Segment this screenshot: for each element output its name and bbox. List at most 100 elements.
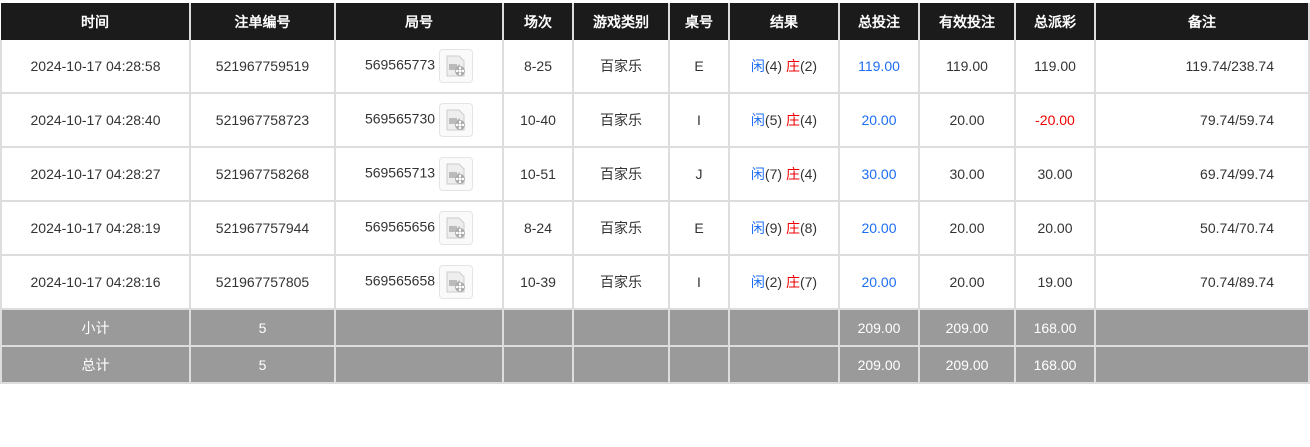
bet-id-cell: 521967757944 <box>189 201 336 256</box>
valid-bet-cell: 20.00 <box>918 201 1016 256</box>
table-row: 2024-10-17 04:28:27 521967758268 5695657… <box>0 147 1310 202</box>
player-label: 闲 <box>750 274 765 290</box>
session-cell: 8-25 <box>502 40 574 94</box>
banker-label: 庄 <box>785 274 800 290</box>
game-type-cell: 百家乐 <box>572 147 670 202</box>
total-bet-cell: 30.00 <box>838 147 920 202</box>
result-cell: 闲(9) 庄(8) <box>728 201 840 256</box>
game-type-cell: 百家乐 <box>572 40 670 94</box>
game-type-cell: 百家乐 <box>572 255 670 310</box>
player-label: 闲 <box>750 166 765 182</box>
round-number: 569565773 <box>364 56 436 73</box>
time-cell: 2024-10-17 04:28:19 <box>0 201 191 256</box>
summary-total-bet: 209.00 <box>838 346 920 384</box>
summary-row: 小计 5 209.00 209.00 168.00 <box>0 309 1310 347</box>
valid-bet-cell: 20.00 <box>918 255 1016 310</box>
banker-label: 庄 <box>785 58 800 74</box>
valid-bet-cell: 30.00 <box>918 147 1016 202</box>
summary-label: 小计 <box>0 309 191 347</box>
valid-bet-cell: 20.00 <box>918 93 1016 148</box>
player-label: 闲 <box>750 112 765 128</box>
table-no-cell: I <box>668 93 730 148</box>
round-cell: 569565658 <box>334 255 504 310</box>
table-no-cell: E <box>668 201 730 256</box>
round-number: 569565730 <box>364 110 436 127</box>
remark-cell: 50.74/70.74 <box>1094 201 1310 256</box>
bet-id-cell: 521967759519 <box>189 40 336 94</box>
table-row: 2024-10-17 04:28:19 521967757944 5695656… <box>0 201 1310 256</box>
header-payout: 总派彩 <box>1015 3 1096 40</box>
header-bet-id: 注单编号 <box>190 3 336 40</box>
bet-id-cell: 521967757805 <box>189 255 336 310</box>
total-bet-cell: 20.00 <box>838 255 920 310</box>
banker-points: (8) <box>799 220 818 236</box>
banker-label: 庄 <box>785 220 800 236</box>
result-cell: 闲(5) 庄(4) <box>728 93 840 148</box>
total-bet-cell: 119.00 <box>838 40 920 94</box>
banker-label: 庄 <box>785 112 800 128</box>
video-replay-icon[interactable] <box>439 49 474 83</box>
header-result: 结果 <box>729 3 840 40</box>
video-replay-icon[interactable] <box>439 211 474 245</box>
round-cell: 569565773 <box>334 40 504 94</box>
bet-records-table: 时间 注单编号 局号 场次 游戏类别 桌号 结果 总投注 有效投注 总派彩 备注 2024-10-1… <box>0 3 1310 384</box>
result-cell: 闲(4) 庄(2) <box>728 40 840 94</box>
player-points: (5) <box>764 112 783 128</box>
summary-valid-bet: 209.00 <box>918 309 1016 347</box>
bet-id-cell: 521967758268 <box>189 147 336 202</box>
round-number: 569565713 <box>364 164 436 181</box>
header-session: 场次 <box>503 3 574 40</box>
table-row: 2024-10-17 04:28:40 521967758723 5695657… <box>0 93 1310 148</box>
table-row: 2024-10-17 04:28:16 521967757805 5695656… <box>0 255 1310 310</box>
session-cell: 10-40 <box>502 93 574 148</box>
summary-row: 总计 5 209.00 209.00 168.00 <box>0 346 1310 384</box>
player-label: 闲 <box>750 58 765 74</box>
round-cell: 569565656 <box>334 201 504 256</box>
table-header: 时间 注单编号 局号 场次 游戏类别 桌号 结果 总投注 有效投注 总派彩 备注 <box>1 3 1310 40</box>
remark-cell: 70.74/89.74 <box>1094 255 1310 310</box>
payout-cell: 20.00 <box>1014 201 1096 256</box>
player-points: (9) <box>764 220 783 236</box>
banker-points: (4) <box>799 166 818 182</box>
total-bet-cell: 20.00 <box>838 93 920 148</box>
header-table-no: 桌号 <box>669 3 730 40</box>
time-cell: 2024-10-17 04:28:58 <box>0 40 191 94</box>
result-cell: 闲(2) 庄(7) <box>728 255 840 310</box>
summary-payout: 168.00 <box>1014 346 1096 384</box>
header-time: 时间 <box>1 3 191 40</box>
remark-cell: 79.74/59.74 <box>1094 93 1310 148</box>
player-points: (7) <box>764 166 783 182</box>
table-no-cell: E <box>668 40 730 94</box>
time-cell: 2024-10-17 04:28:40 <box>0 93 191 148</box>
bet-id-cell: 521967758723 <box>189 93 336 148</box>
summary-total-bet: 209.00 <box>838 309 920 347</box>
payout-cell: 19.00 <box>1014 255 1096 310</box>
summary-payout: 168.00 <box>1014 309 1096 347</box>
video-replay-icon[interactable] <box>439 103 474 137</box>
round-number: 569565656 <box>364 218 436 235</box>
video-replay-icon[interactable] <box>439 157 474 191</box>
round-cell: 569565713 <box>334 147 504 202</box>
payout-cell: 30.00 <box>1014 147 1096 202</box>
table-no-cell: I <box>668 255 730 310</box>
game-type-cell: 百家乐 <box>572 201 670 256</box>
banker-label: 庄 <box>785 166 800 182</box>
player-points: (4) <box>764 58 783 74</box>
payout-cell: 119.00 <box>1014 40 1096 94</box>
summary-count: 5 <box>189 346 336 384</box>
header-round: 局号 <box>335 3 504 40</box>
time-cell: 2024-10-17 04:28:27 <box>0 147 191 202</box>
banker-points: (2) <box>799 58 818 74</box>
game-type-cell: 百家乐 <box>572 93 670 148</box>
table-no-cell: J <box>668 147 730 202</box>
video-replay-icon[interactable] <box>439 265 474 299</box>
summary-label: 总计 <box>0 346 191 384</box>
round-cell: 569565730 <box>334 93 504 148</box>
payout-cell: -20.00 <box>1014 93 1096 148</box>
header-valid-bet: 有效投注 <box>919 3 1016 40</box>
total-bet-cell: 20.00 <box>838 201 920 256</box>
remark-cell: 69.74/99.74 <box>1094 147 1310 202</box>
header-total-bet: 总投注 <box>839 3 920 40</box>
valid-bet-cell: 119.00 <box>918 40 1016 94</box>
round-number: 569565658 <box>364 272 436 289</box>
